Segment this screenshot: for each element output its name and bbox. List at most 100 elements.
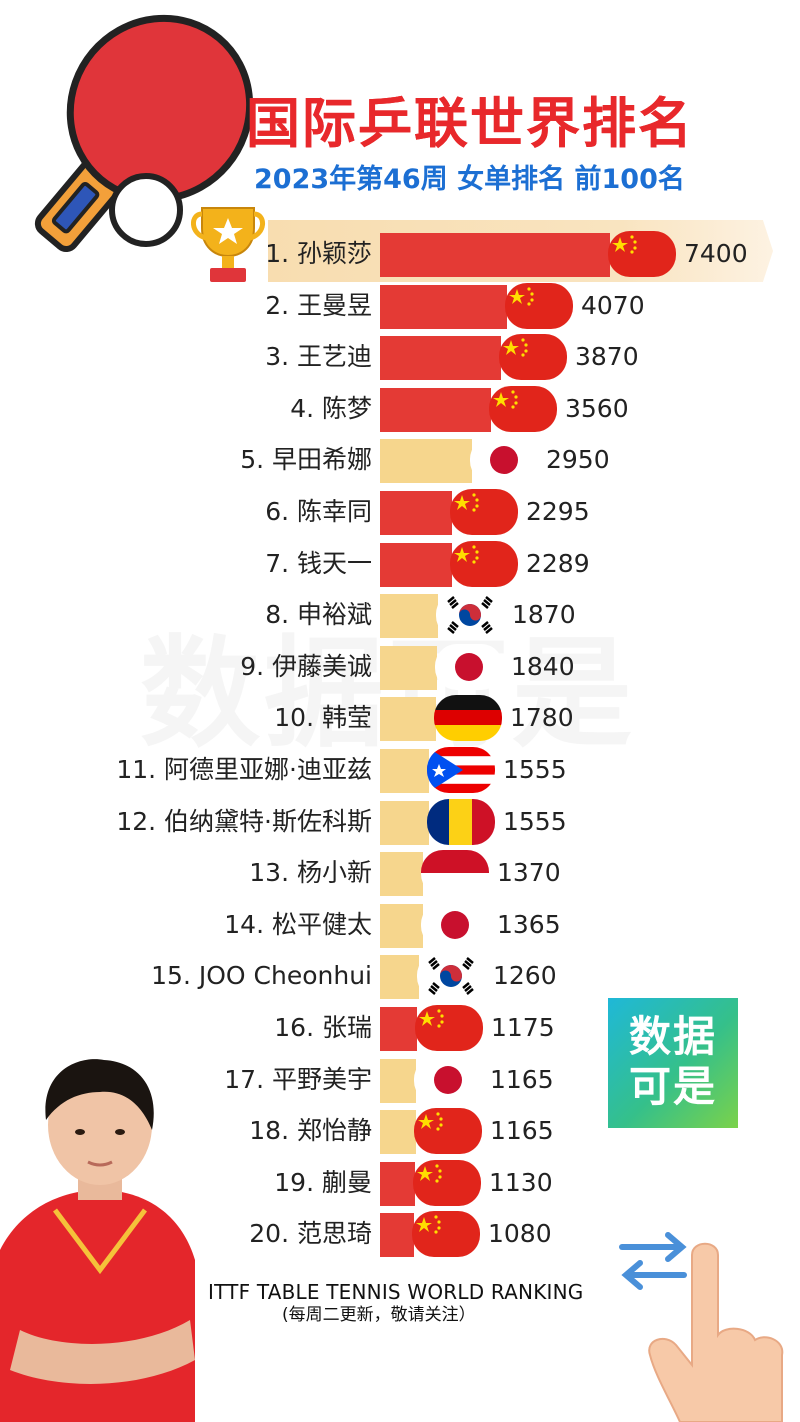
ranking-bar bbox=[380, 284, 507, 329]
points-value: 1260 bbox=[493, 961, 557, 991]
player-label: 4. 陈梦 bbox=[290, 393, 372, 423]
flag-jp-icon bbox=[435, 643, 503, 690]
chart-row: 12. 伯纳黛特·斯佐科斯 1555 bbox=[0, 798, 800, 846]
chart-row: 10. 韩莹 1780 bbox=[0, 694, 800, 742]
flag-jp-icon bbox=[470, 437, 538, 484]
points-value: 1080 bbox=[488, 1219, 552, 1249]
trophy-icon bbox=[191, 207, 265, 282]
chart-row: 19. 蒯曼 1130 bbox=[0, 1159, 800, 1207]
chart-row: 5. 早田希娜 2950 bbox=[0, 436, 800, 484]
ranking-bar bbox=[380, 542, 452, 587]
player-label: 5. 早田希娜 bbox=[240, 445, 372, 475]
points-value: 3560 bbox=[565, 393, 629, 423]
player-label: 18. 郑怡静 bbox=[249, 1116, 372, 1146]
chart-row: 6. 陈幸同 2295 bbox=[0, 488, 800, 536]
ranking-bar bbox=[380, 749, 429, 793]
flag-kr-icon bbox=[417, 953, 485, 1000]
page-title: 国际乒联世界排名 bbox=[246, 92, 694, 155]
ping-pong-paddle-icon bbox=[34, 14, 254, 252]
flag-cn-icon bbox=[414, 1108, 482, 1155]
brand-badge: 数据 可是 bbox=[608, 998, 738, 1128]
chart-row: 11. 阿德里亚娜·迪亚兹 1555 bbox=[0, 746, 800, 794]
brand-line-2: 可是 bbox=[628, 1062, 717, 1111]
flag-cn-icon bbox=[608, 231, 676, 277]
chart-row: 14. 松平健太 1365 bbox=[0, 901, 800, 949]
points-value: 1555 bbox=[503, 806, 567, 836]
ranking-bar bbox=[380, 697, 436, 742]
flag-cn-icon bbox=[450, 540, 518, 587]
ranking-bar bbox=[380, 1058, 416, 1103]
flag-jp-icon bbox=[414, 1056, 482, 1103]
ranking-bar bbox=[380, 1161, 415, 1206]
player-label: 3. 王艺迪 bbox=[265, 342, 372, 372]
points-value: 1365 bbox=[497, 909, 561, 939]
player-label: 20. 范思琦 bbox=[249, 1219, 372, 1249]
chart-row: 18. 郑怡静 1165 bbox=[0, 1107, 800, 1155]
player-label: 12. 伯纳黛特·斯佐科斯 bbox=[116, 806, 372, 836]
flag-ro-icon bbox=[427, 798, 495, 845]
flag-mc-icon bbox=[421, 850, 489, 897]
chart-row: 2. 王曼昱 4070 bbox=[0, 282, 800, 330]
player-label: 1. 孙颖莎 bbox=[265, 239, 372, 268]
chart-row: 9. 伊藤美诚 1840 bbox=[0, 643, 800, 691]
flag-jp-icon bbox=[421, 901, 489, 948]
player-label: 16. 张瑞 bbox=[274, 1013, 372, 1042]
flag-cn-icon bbox=[415, 1005, 483, 1051]
footer-caption: ITTF TABLE TENNIS WORLD RANKING bbox=[208, 1280, 584, 1304]
player-label: 19. 蒯曼 bbox=[274, 1167, 372, 1197]
flag-cn-icon bbox=[505, 282, 573, 329]
footer-note: (每周二更新，敬请关注） bbox=[282, 1305, 476, 1325]
points-value: 2289 bbox=[526, 548, 590, 578]
flag-kr-icon bbox=[436, 592, 504, 639]
points-value: 1870 bbox=[512, 600, 576, 630]
player-label: 15. JOO Cheonhui bbox=[151, 961, 372, 991]
flag-cn-icon bbox=[489, 385, 557, 432]
player-photo bbox=[0, 1059, 195, 1422]
player-label: 11. 阿德里亚娜·迪亚兹 bbox=[116, 755, 372, 784]
flag-cn-icon bbox=[413, 1159, 481, 1206]
points-value: 4070 bbox=[581, 290, 645, 320]
chart-row: 3. 王艺迪 3870 bbox=[0, 333, 800, 381]
chart-row: 13. 杨小新 1370 bbox=[0, 849, 800, 897]
player-label: 10. 韩莹 bbox=[274, 703, 372, 733]
player-label: 14. 松平健太 bbox=[224, 909, 372, 939]
points-value: 1165 bbox=[490, 1116, 554, 1146]
player-label: 8. 申裕斌 bbox=[265, 600, 372, 630]
chart-row: 1. 孙颖莎 7400 bbox=[0, 230, 800, 278]
chart-row: 7. 钱天一 2289 bbox=[0, 540, 800, 588]
points-value: 7400 bbox=[684, 239, 748, 268]
points-value: 1840 bbox=[511, 651, 575, 681]
ranking-bar bbox=[380, 645, 437, 690]
ranking-bar bbox=[380, 491, 452, 535]
points-value: 3870 bbox=[575, 342, 639, 372]
chart-row: 16. 张瑞 1175 bbox=[0, 1004, 800, 1052]
chart-row: 20. 范思琦 1080 bbox=[0, 1210, 800, 1258]
chart-row: 17. 平野美宇 1165 bbox=[0, 1056, 800, 1104]
points-value: 1555 bbox=[503, 755, 567, 784]
ranking-bar bbox=[380, 852, 423, 897]
player-label: 13. 杨小新 bbox=[249, 858, 372, 888]
ranking-bar bbox=[380, 903, 423, 948]
flag-de-icon bbox=[434, 695, 502, 742]
points-value: 2295 bbox=[526, 497, 590, 526]
ranking-bar bbox=[380, 233, 610, 277]
flag-cn-icon bbox=[412, 1211, 480, 1258]
player-label: 17. 平野美宇 bbox=[224, 1064, 372, 1094]
player-label: 6. 陈幸同 bbox=[265, 497, 372, 526]
chart-row: 15. JOO Cheonhui 1260 bbox=[0, 952, 800, 1000]
player-label: 7. 钱天一 bbox=[265, 548, 372, 578]
swipe-hand-icon bbox=[619, 1232, 784, 1422]
flag-pr-icon bbox=[427, 747, 495, 793]
ranking-bar bbox=[380, 387, 491, 432]
chart-row: 4. 陈梦 3560 bbox=[0, 385, 800, 433]
flag-cn-icon bbox=[499, 334, 567, 381]
points-value: 1370 bbox=[497, 858, 561, 888]
player-label: 9. 伊藤美诚 bbox=[240, 651, 372, 681]
ranking-bar bbox=[380, 1213, 414, 1258]
ranking-bar bbox=[380, 336, 501, 381]
ranking-bar bbox=[380, 439, 472, 484]
ranking-bar bbox=[380, 594, 438, 639]
points-value: 2950 bbox=[546, 445, 610, 475]
ranking-bar bbox=[380, 955, 419, 1000]
player-label: 2. 王曼昱 bbox=[265, 290, 372, 320]
